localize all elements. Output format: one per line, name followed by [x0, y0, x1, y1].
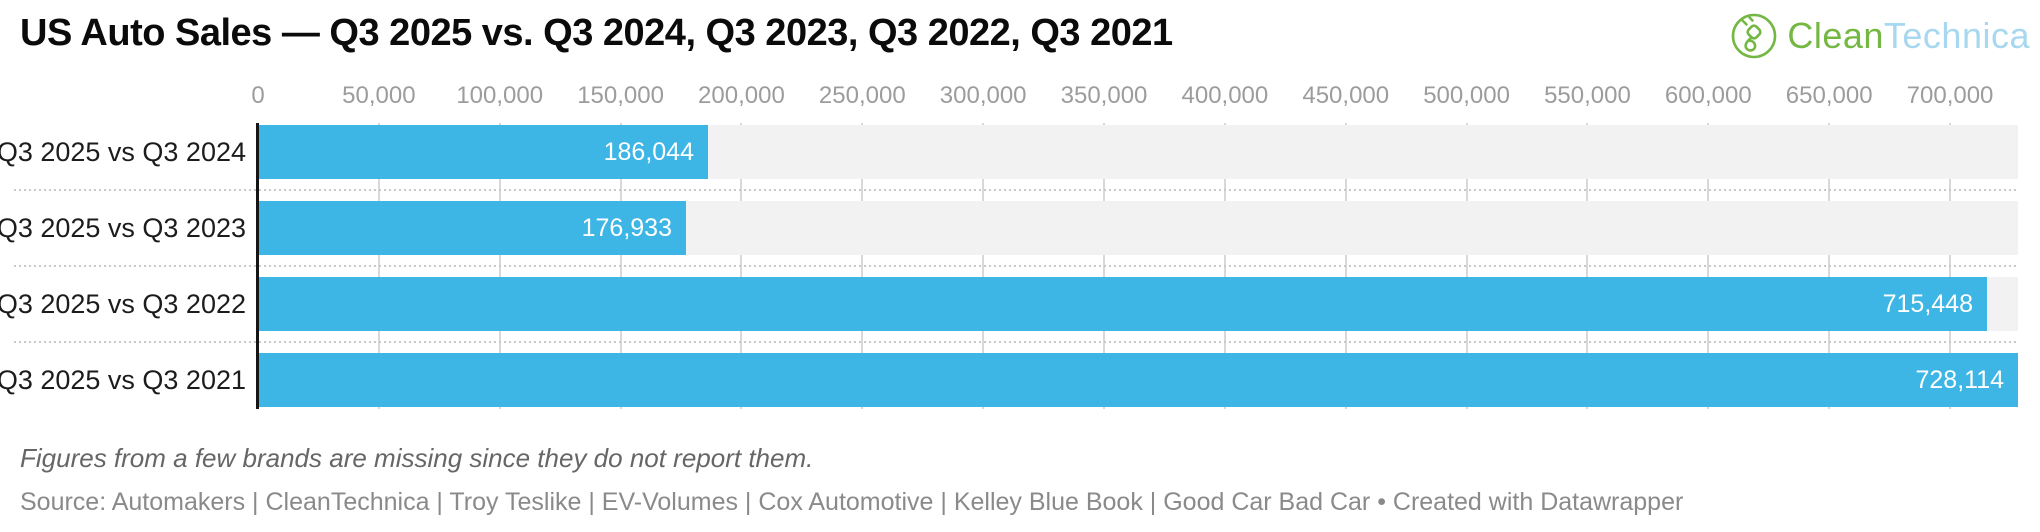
bar-q3-2025-vs-q3-2023: 176,933 [258, 201, 686, 255]
row-separator-dotted-line [14, 341, 2018, 343]
x-axis-tick-label: 300,000 [939, 82, 1027, 109]
logo-text-technica: Technica [1883, 15, 2030, 56]
x-axis-tick-label: 550,000 [1544, 82, 1631, 109]
bar-q3-2025-vs-q3-2024: 186,044 [258, 125, 708, 179]
row-category-label: Q3 2025 vs Q3 2023 [0, 212, 246, 243]
row-category-label: Q3 2025 vs Q3 2024 [0, 136, 246, 167]
x-axis-tick-label: 0 [251, 82, 265, 109]
bar-value-label: 186,044 [603, 137, 694, 166]
chart-footnote: Figures from a few brands are missing si… [20, 443, 814, 473]
x-axis-tick-label: 450,000 [1302, 82, 1390, 109]
row-separator-dotted-line [14, 265, 2018, 267]
cleantechnica-logo: CleanTechnica [1730, 12, 2030, 60]
chart-title: US Auto Sales — Q3 2025 vs. Q3 2024, Q3 … [20, 12, 1173, 54]
x-axis-tick-label: 400,000 [1181, 82, 1269, 109]
logo-wordmark: CleanTechnica [1787, 15, 2030, 57]
row-separator-dotted-line [14, 189, 2018, 191]
bar-q3-2025-vs-q3-2022: 715,448 [258, 277, 1987, 331]
row-category-label: Q3 2025 vs Q3 2021 [0, 364, 246, 395]
row-category-label: Q3 2025 vs Q3 2022 [0, 288, 246, 319]
x-axis-tick-label: 200,000 [698, 82, 785, 109]
x-axis-tick-label: 600,000 [1664, 82, 1752, 109]
bar-value-label: 715,448 [1882, 289, 1973, 318]
bar-value-label: 728,114 [1915, 365, 2004, 394]
x-axis-tick-label: 250,000 [818, 82, 906, 109]
x-axis-tick-label: 100,000 [456, 82, 544, 109]
plug-in-circle-icon [1730, 12, 1778, 60]
bar-q3-2025-vs-q3-2021: 728,114 [258, 353, 2018, 407]
x-axis-tick-labels: 0 50,000 100,000 150,000 200,000 250,000 300,0… [0, 82, 2040, 112]
x-axis-tick-label: 350,000 [1060, 82, 1148, 109]
x-axis-tick-label: 500,000 [1423, 82, 1510, 109]
x-axis-tick-label: 50,000 [342, 82, 416, 109]
x-axis-tick-label: 650,000 [1785, 82, 1873, 109]
source-attribution: Source: Automakers | CleanTechnica | Tro… [20, 488, 1684, 516]
bar-value-label: 176,933 [581, 213, 672, 242]
x-axis-tick-label: 150,000 [577, 82, 664, 109]
zero-axis-baseline [256, 123, 259, 409]
x-axis-tick-label: 700,000 [1906, 82, 1994, 109]
logo-text-clean: Clean [1787, 15, 1884, 56]
